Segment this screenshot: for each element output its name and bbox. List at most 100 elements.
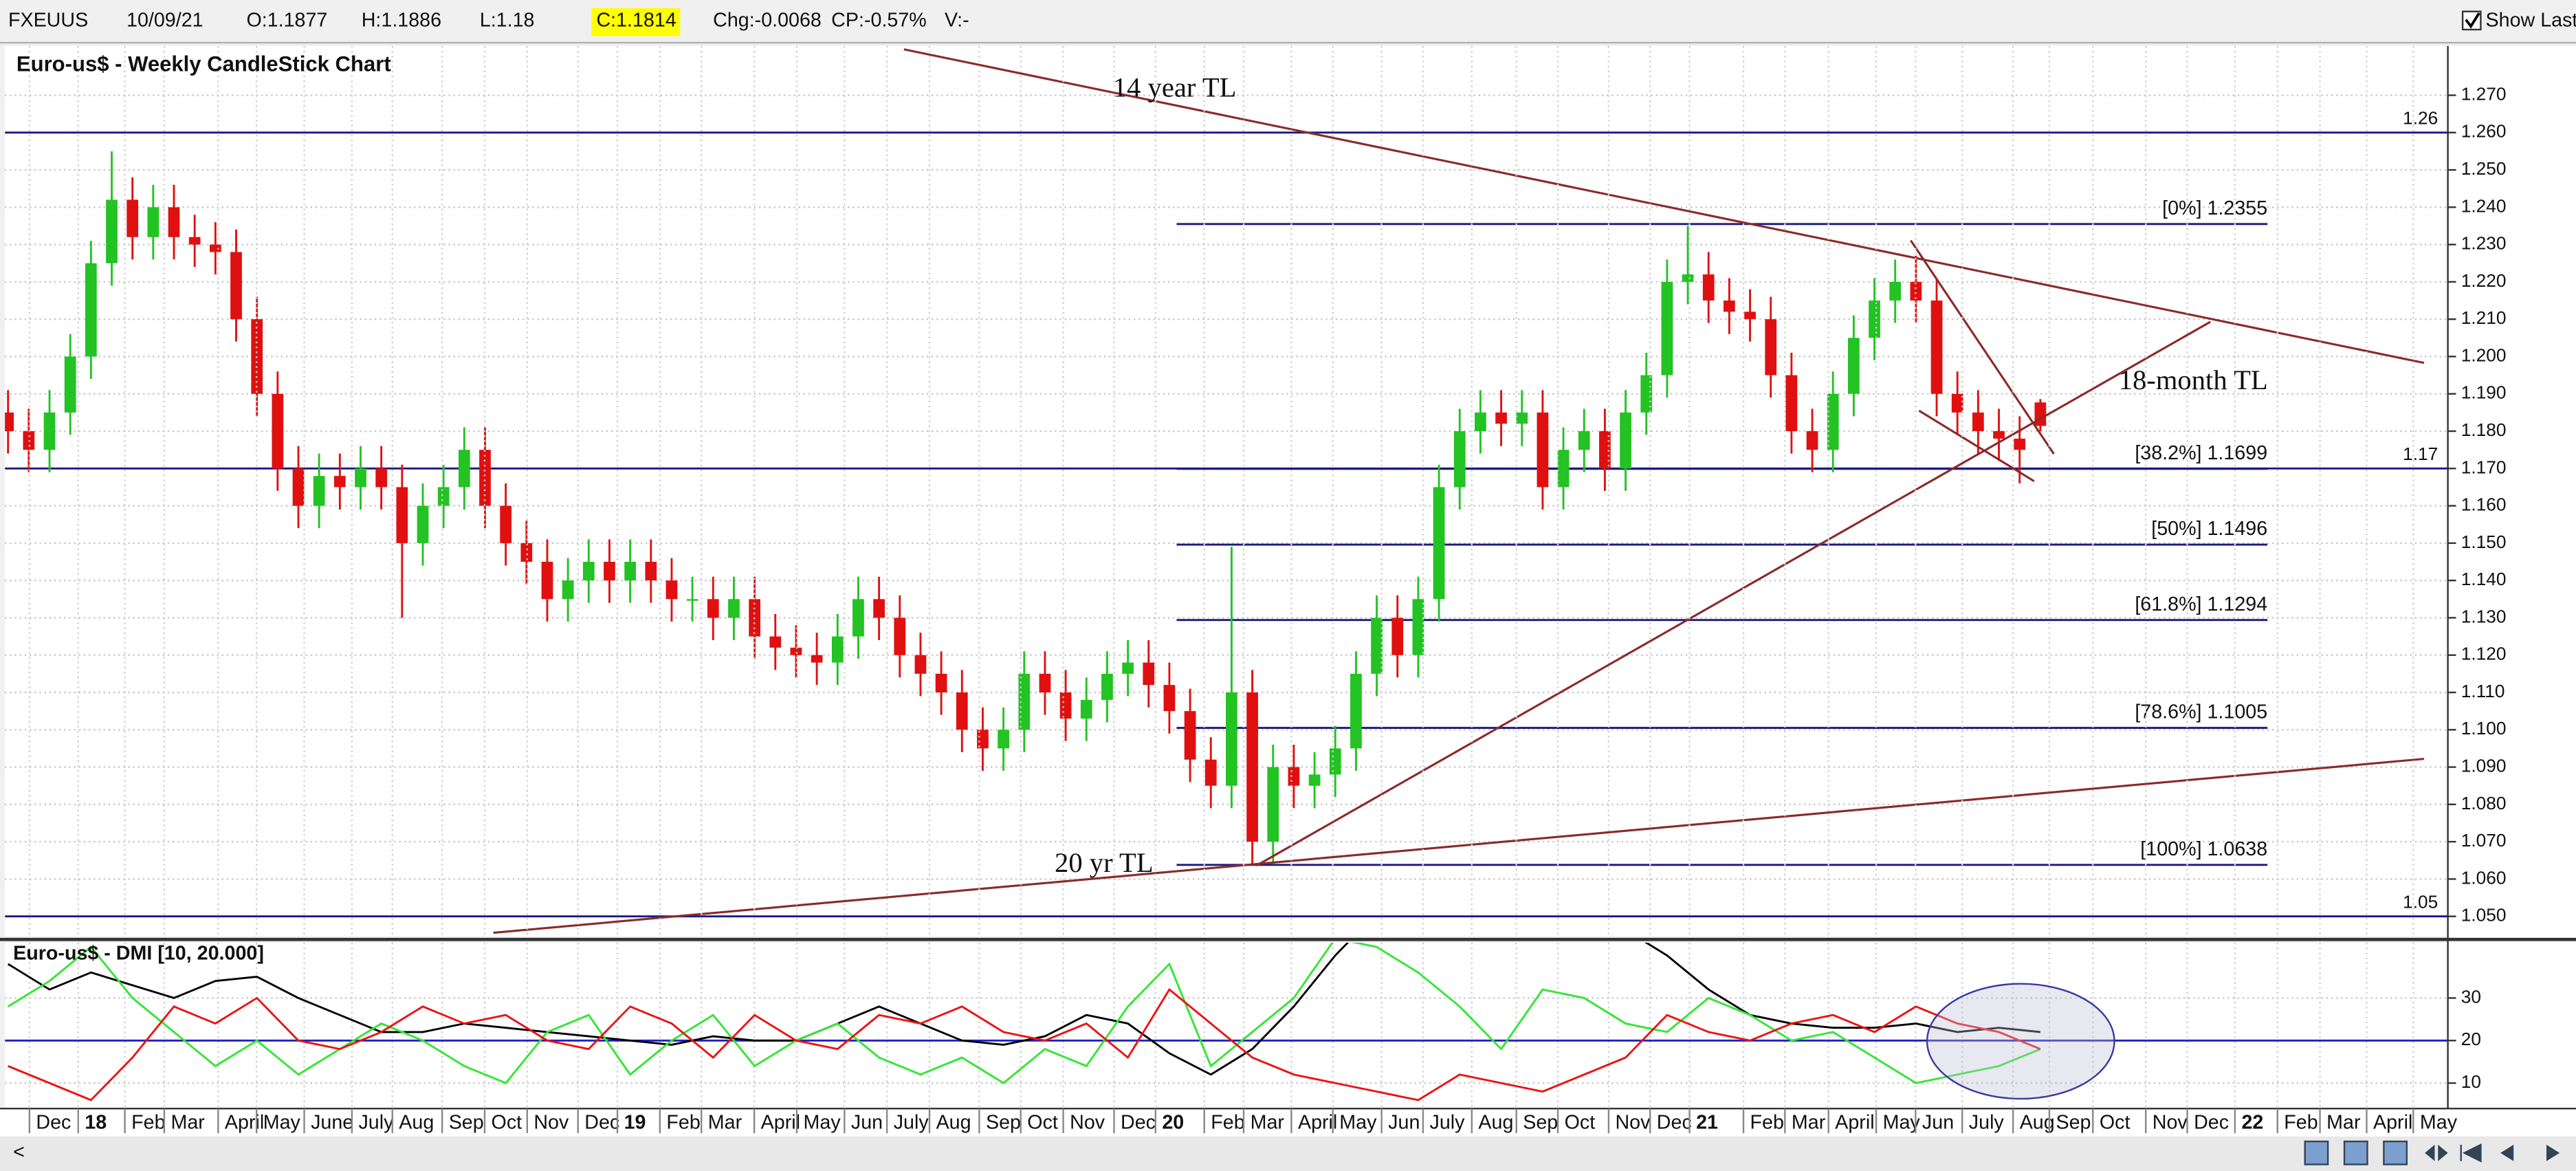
candle-body	[1848, 338, 1860, 394]
candle-body	[665, 580, 678, 600]
high: H:1.1886	[362, 10, 441, 32]
x-tick-label: Oct	[1565, 1111, 1596, 1133]
candle-body	[1806, 431, 1818, 450]
x-tick-label: July	[1430, 1111, 1466, 1133]
candle-body	[375, 468, 388, 488]
x-tick-label: Nov	[2153, 1111, 2188, 1133]
candle-body	[1039, 673, 1051, 693]
candle-body	[935, 673, 947, 693]
candle-body	[64, 356, 76, 413]
x-tick-label: April	[1298, 1111, 1337, 1133]
x-tick-label: Oct	[2100, 1111, 2131, 1133]
candle-body	[790, 647, 802, 655]
candle-body	[43, 412, 56, 450]
x-tick-label: May	[263, 1111, 301, 1133]
candle-body	[1433, 487, 1445, 600]
x-tick-label: 20	[1162, 1111, 1184, 1133]
candle-body	[1371, 617, 1383, 674]
y-tick-label: 1.270	[2461, 83, 2507, 104]
x-tick-label: 21	[1696, 1111, 1718, 1133]
x-tick-label: Sep	[986, 1111, 1021, 1133]
check-mark	[2465, 12, 2480, 29]
x-tick-label: 18	[85, 1111, 107, 1133]
tool-button[interactable]	[2383, 1140, 2408, 1165]
candle-body	[1267, 767, 1279, 842]
show-last-label[interactable]: Show Last	[2486, 10, 2576, 32]
x-tick-label: Aug	[399, 1111, 434, 1133]
dmi-title: Euro-us$ - DMI [10, 20.000]	[13, 942, 264, 964]
x-tick-label: Nov	[1070, 1111, 1105, 1133]
candle-body	[831, 636, 844, 663]
tool-button[interactable]	[2460, 1143, 2482, 1163]
tool-button[interactable]	[2500, 1144, 2514, 1161]
x-tick-label: July	[358, 1111, 394, 1133]
x-tick-label: Dec	[1121, 1111, 1156, 1133]
main-panel	[5, 45, 2448, 937]
candle-body	[1724, 300, 1735, 312]
candle-body	[188, 237, 201, 245]
x-tick-label: Mar	[170, 1111, 205, 1133]
candle-body	[645, 562, 657, 581]
candle-body	[1101, 673, 1113, 700]
candle-body	[2034, 402, 2047, 426]
y-tick-label: 1.250	[2461, 158, 2507, 179]
candle-body	[1620, 412, 1631, 469]
x-tick-label: Feb	[131, 1111, 165, 1133]
candle-body	[977, 730, 989, 749]
y-tick-label: 1.090	[2461, 756, 2507, 776]
candle-body	[769, 636, 782, 648]
candle-body	[1744, 311, 1756, 320]
candle-body	[1184, 711, 1196, 760]
trendline	[1910, 239, 2055, 455]
candle-body	[2014, 438, 2026, 450]
candle-body	[1599, 431, 1611, 469]
candle-body	[230, 252, 242, 320]
candle-body	[624, 562, 637, 581]
candle-body	[1475, 412, 1486, 432]
candle-body	[1827, 393, 1839, 450]
candle-body	[147, 207, 159, 237]
highlight-ellipse	[1926, 983, 2115, 1100]
change-pct: CP:-0.57%	[831, 10, 927, 32]
x-tick-label: Aug	[936, 1111, 971, 1133]
candle-body	[1204, 759, 1217, 786]
x-tick-label: May	[804, 1111, 841, 1133]
value-axis-area	[2447, 45, 2576, 1109]
y-tick-label: 1.130	[2461, 606, 2507, 626]
tool-button[interactable]	[2343, 1140, 2368, 1165]
y-tick-label: 30	[2461, 986, 2481, 1007]
y-tick-label: 1.060	[2461, 867, 2507, 888]
x-tick-label: June	[311, 1111, 353, 1133]
header-bar	[0, 0, 2576, 43]
tool-button[interactable]	[2425, 1144, 2448, 1161]
tool-button[interactable]	[2546, 1144, 2560, 1161]
x-tick-label: Mar	[708, 1111, 742, 1133]
scrollbar[interactable]	[0, 1136, 2576, 1171]
candle-body	[1910, 281, 1922, 301]
candle-body	[106, 199, 118, 263]
x-tick-label: Aug	[1478, 1111, 1513, 1133]
fib-label: [38.2%] 1.1699	[2135, 442, 2267, 464]
candle-body	[686, 599, 698, 601]
candle-body	[1930, 300, 1943, 394]
y-tick-label: 1.200	[2461, 344, 2507, 365]
candle-body	[1163, 685, 1176, 712]
toolbar	[2304, 1140, 2560, 1165]
scroll-left[interactable]: <	[13, 1141, 25, 1163]
candle-body	[292, 468, 305, 506]
candle-body	[1329, 748, 1341, 775]
candle-body	[956, 692, 968, 730]
x-tick-label: Nov	[1615, 1111, 1651, 1133]
tool-button[interactable]	[2304, 1140, 2329, 1165]
x-tick-label: Feb	[2284, 1111, 2318, 1133]
candle-body	[1785, 375, 1798, 432]
y-tick-label: 1.110	[2461, 681, 2505, 701]
x-tick-label: Oct	[1027, 1111, 1058, 1133]
candle-body	[313, 476, 325, 506]
y-tick-label: 1.070	[2461, 830, 2507, 851]
candle-body	[1288, 767, 1300, 786]
candle-body	[458, 450, 470, 488]
candle-body	[873, 599, 885, 618]
candle-body	[417, 505, 429, 543]
